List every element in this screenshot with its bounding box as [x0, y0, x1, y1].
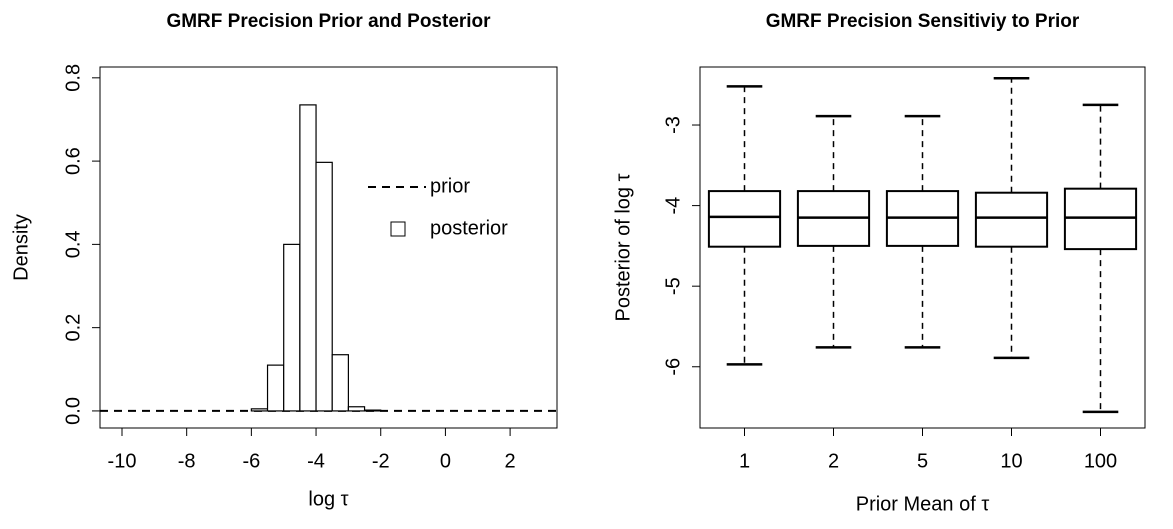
x-tick-label: -2 — [372, 450, 390, 472]
y-tick-label: -3 — [662, 116, 684, 134]
box — [974, 191, 1049, 248]
x-tick-label: 1 — [739, 450, 750, 472]
legend-label: prior — [430, 175, 470, 197]
histogram-bar — [347, 406, 366, 412]
x-tick-label: -4 — [307, 450, 325, 472]
x-tick-label: -8 — [178, 450, 196, 472]
x-tick-label: -10 — [108, 450, 137, 472]
x-tick-label: 5 — [917, 450, 928, 472]
histogram-bar — [299, 104, 317, 412]
y-tick-label: -5 — [662, 277, 684, 295]
x-tick-label: 100 — [1084, 450, 1117, 472]
y-tick-label: -6 — [662, 358, 684, 376]
x-axis-label: Prior Mean of τ — [856, 493, 990, 515]
histogram-bar — [315, 161, 333, 412]
x-tick-label: 10 — [1000, 450, 1022, 472]
chart-title: GMRF Precision Sensitiviy to Prior — [766, 11, 1080, 32]
y-tick-label: 0.6 — [62, 147, 84, 175]
y-axis-label: Density — [10, 214, 32, 281]
x-axis-label: log τ — [308, 488, 348, 510]
x-tick-label: 2 — [828, 450, 839, 472]
histogram-bar — [266, 364, 285, 412]
legend-label: posterior — [430, 217, 508, 239]
legend-swatch — [390, 221, 406, 237]
x-tick-label: 0 — [440, 450, 451, 472]
y-tick-label: 0.2 — [62, 314, 84, 342]
chart-title: GMRF Precision Prior and Posterior — [166, 11, 491, 32]
histogram-bar — [363, 409, 382, 412]
y-tick-label: 0.4 — [62, 230, 84, 258]
box — [707, 190, 782, 248]
histogram-bar — [331, 354, 349, 412]
y-tick-label: 0.8 — [62, 64, 84, 92]
x-tick-label: -6 — [242, 450, 260, 472]
y-tick-label: 0.0 — [62, 397, 84, 425]
x-tick-label: 2 — [505, 450, 516, 472]
histogram-bar — [283, 243, 301, 412]
y-axis-label: Posterior of log τ — [612, 173, 634, 321]
y-tick-label: -4 — [662, 197, 684, 215]
histogram-bar — [250, 408, 269, 412]
